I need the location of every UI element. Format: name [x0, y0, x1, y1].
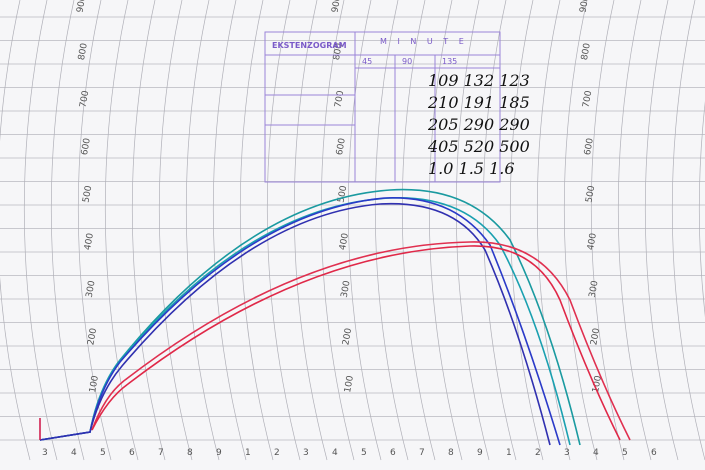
grid-arc — [374, 0, 409, 461]
handwritten-notes: 109 132 123 210 191 185 205 290 290 405 520… — [427, 71, 530, 178]
grid-arc — [77, 0, 112, 461]
grid-arc — [563, 0, 598, 461]
grid-arc — [239, 0, 274, 461]
time-label: 5 — [361, 448, 367, 458]
scale-label: 400 — [338, 232, 351, 251]
grid-arc — [131, 0, 166, 461]
time-label: 4 — [71, 448, 77, 458]
grid-arc — [401, 0, 436, 461]
scale-label: 700 — [581, 90, 594, 109]
time-axis: 3 4 5 6 7 8 9 1 2 3 4 5 6 7 8 9 1 2 3 4 5 6 — [42, 448, 657, 458]
scale-label: 300 — [85, 280, 98, 299]
grid-arc — [266, 0, 301, 461]
scale-label: 400 — [586, 232, 599, 251]
time-label: 9 — [477, 448, 483, 458]
time-label: 6 — [390, 448, 396, 458]
scale-label: 500 — [585, 185, 598, 204]
scale-label: 800 — [77, 42, 90, 61]
curve — [39, 197, 561, 446]
time-label: 2 — [535, 448, 541, 458]
grid-arc — [671, 0, 705, 461]
note-row: 210 191 185 — [427, 93, 530, 112]
time-label: 6 — [651, 448, 657, 458]
time-label: 3 — [564, 448, 570, 458]
grid-arc — [428, 0, 463, 461]
grid-arc — [50, 0, 85, 461]
note-row: 405 520 500 — [427, 137, 530, 156]
scale-label: 200 — [341, 327, 354, 346]
stamp-col: 45 — [362, 57, 372, 66]
time-label: 4 — [593, 448, 599, 458]
scale-label: 500 — [82, 185, 95, 204]
scale-label: 400 — [83, 232, 96, 251]
time-label: 8 — [187, 448, 193, 458]
scale-label: 800 — [332, 42, 345, 61]
grid-arc — [185, 0, 220, 461]
grid-arc — [158, 0, 193, 461]
time-label: 7 — [158, 448, 164, 458]
grid-arc — [455, 0, 490, 461]
time-label: 6 — [129, 448, 135, 458]
curve — [91, 245, 621, 441]
grid-arc — [0, 0, 31, 461]
scale-label: 600 — [80, 137, 93, 156]
curves — [39, 188, 631, 446]
note-row: 205 290 290 — [427, 115, 530, 134]
scale-label: 800 — [580, 42, 593, 61]
grid-arc — [212, 0, 247, 461]
note-row: 109 132 123 — [428, 71, 530, 90]
time-label: 1 — [506, 448, 512, 458]
stamp — [264, 31, 501, 183]
scale-label: 100 — [343, 375, 356, 394]
scale-label: 700 — [333, 90, 346, 109]
grid-arc — [104, 0, 139, 461]
time-label: 8 — [448, 448, 454, 458]
grid-arc — [509, 0, 544, 461]
grid-arc — [347, 0, 382, 461]
scale-label: 300 — [340, 280, 353, 299]
grid-arc — [320, 0, 355, 461]
grid-arc — [482, 0, 517, 461]
grid-arc — [644, 0, 679, 461]
scale-label: 700 — [78, 90, 91, 109]
stamp-col: 135 — [442, 57, 457, 66]
scale-label: 600 — [335, 137, 348, 156]
time-label: 4 — [332, 448, 338, 458]
grid-arc — [698, 101, 705, 317]
curve — [39, 202, 551, 446]
scale-label: 900 — [76, 0, 89, 14]
time-label: 2 — [274, 448, 280, 458]
stamp-title: EKSTENZOGRAM — [272, 41, 347, 50]
grid-arc — [536, 0, 571, 461]
scale-label: 900 — [579, 0, 592, 14]
scale-label: 600 — [583, 137, 596, 156]
time-label: 3 — [42, 448, 48, 458]
grid-arc — [617, 0, 652, 461]
grid-arc — [23, 0, 58, 461]
scale-label: 200 — [589, 327, 602, 346]
time-label: 3 — [303, 448, 309, 458]
grid-arc — [293, 0, 328, 461]
scale-label: 900 — [331, 0, 344, 14]
scale-labels: 100 100 100 200 200 200 300 300 300 400 400 400 500 5… — [76, 0, 604, 394]
scale-label: 200 — [86, 327, 99, 346]
time-label: 9 — [216, 448, 222, 458]
note-row: 1.0 1.5 1.6 — [428, 159, 515, 178]
time-label: 7 — [419, 448, 425, 458]
curve — [91, 241, 631, 441]
scale-label: 100 — [591, 375, 604, 394]
time-label: 5 — [622, 448, 628, 458]
stamp-col: 90 — [402, 57, 412, 66]
time-label: 1 — [245, 448, 251, 458]
stamp-header: M I N U T E — [380, 37, 468, 46]
scale-label: 100 — [88, 375, 101, 394]
scale-label: 300 — [588, 280, 601, 299]
stamp-box — [264, 31, 501, 183]
time-label: 5 — [100, 448, 106, 458]
